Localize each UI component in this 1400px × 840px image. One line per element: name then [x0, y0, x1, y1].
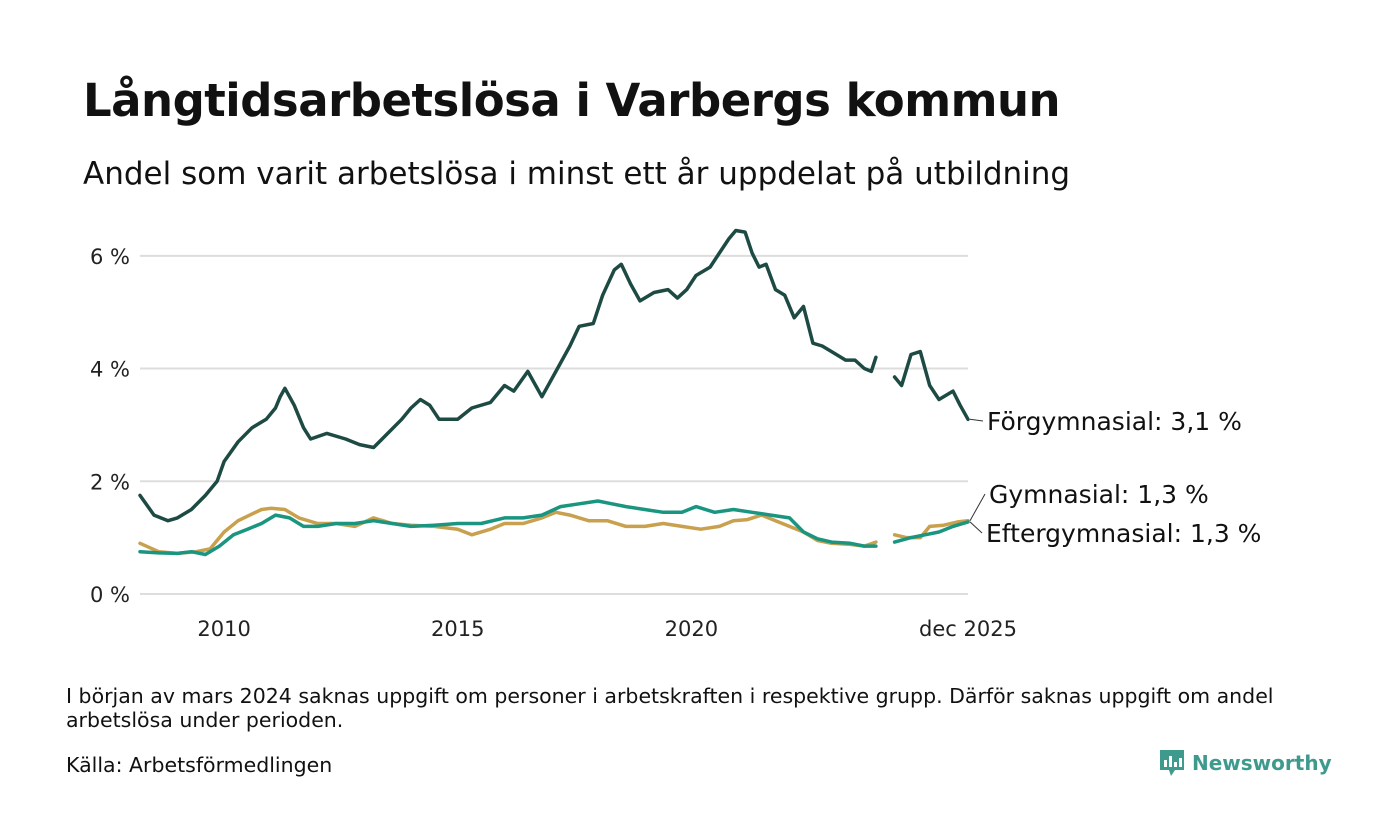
x-tick-label: dec 2025	[919, 617, 1017, 641]
y-tick-label: 0 %	[90, 583, 130, 607]
series-line-eftergymnasial	[892, 520, 970, 544]
y-tick-label: 4 %	[90, 358, 130, 382]
source-note: Källa: Arbetsförmedlingen	[66, 753, 333, 777]
y-tick-label: 6 %	[90, 245, 130, 269]
series-line-förgymnasial	[892, 349, 970, 422]
leader-line-gymnasial	[969, 493, 986, 521]
line-chart: 0 % 2 % 4 % 6 % 2010 2015 2020 dec 2025 Förgym…	[90, 228, 1261, 641]
series-label-eftergymnasial: Eftergymnasial: 1,3 %	[986, 519, 1261, 548]
series-line-förgymnasial	[138, 228, 878, 523]
series-label-förgymnasial: Förgymnasial: 3,1 %	[987, 407, 1242, 436]
x-tick-label: 2010	[197, 617, 250, 641]
chart-subtitle: Andel som varit arbetslösa i minst ett å…	[83, 156, 1071, 192]
footnote: I början av mars 2024 saknas uppgift om …	[66, 684, 1274, 732]
x-tick-label: 2020	[665, 617, 718, 641]
y-tick-label: 2 %	[90, 470, 130, 494]
newsworthy-logo-icon	[1160, 750, 1184, 776]
brand-name: Newsworthy	[1192, 751, 1332, 775]
series-line-gymnasial	[138, 506, 878, 556]
leader-line-förgymnasial	[969, 418, 984, 422]
series-line-eftergymnasial	[138, 499, 878, 557]
chart-title: Långtidsarbetslösa i Varbergs kommun	[83, 74, 1061, 127]
newsworthy-logo[interactable]: Newsworthy	[1158, 748, 1332, 778]
x-tick-label: 2015	[431, 617, 484, 641]
leader-line-eftergymnasial	[969, 521, 983, 534]
series-label-gymnasial: Gymnasial: 1,3 %	[989, 480, 1209, 509]
